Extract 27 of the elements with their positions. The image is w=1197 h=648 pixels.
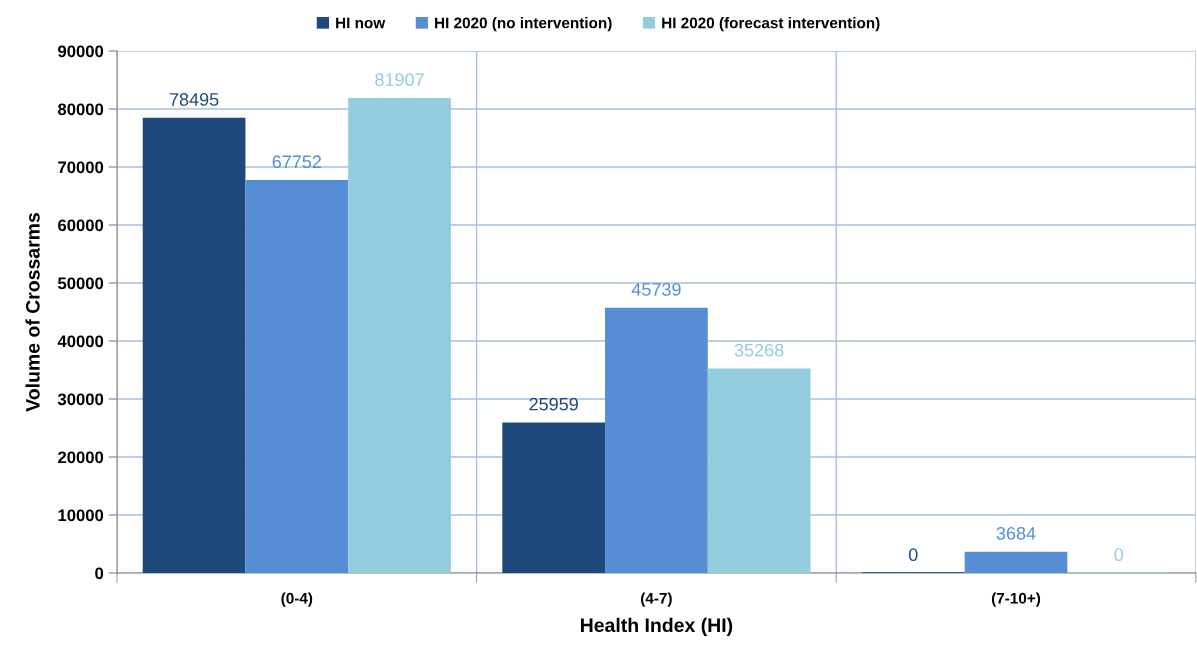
- data-label: 0: [908, 548, 918, 562]
- y-tick-label: 30000: [57, 393, 104, 406]
- data-label: 35268: [734, 343, 784, 357]
- y-tick-label: 80000: [57, 103, 104, 116]
- x-tick-label: (7-10+): [991, 592, 1041, 607]
- data-label: 67752: [272, 155, 321, 169]
- y-tick-label: 20000: [58, 451, 104, 464]
- legend-label: HI now: [336, 17, 386, 29]
- y-tick-label: 40000: [57, 335, 104, 348]
- data-label: 25959: [529, 397, 578, 411]
- y-tick-label: 50000: [57, 277, 104, 290]
- legend-label: HI 2020 (forecast intervention): [662, 17, 880, 32]
- x-tick-label: (4-7): [641, 592, 672, 607]
- y-tick-label: 90000: [58, 45, 104, 58]
- y-tick-label: 60000: [58, 219, 104, 232]
- data-label: 78495: [169, 93, 219, 106]
- data-label: 3684: [996, 526, 1036, 540]
- y-axis-title: Volume of Crossarms: [25, 213, 40, 412]
- data-label: 81907: [375, 73, 424, 87]
- data-label: 0: [1114, 548, 1124, 562]
- x-tick-label: (0-4): [281, 592, 313, 607]
- legend-label: HI 2020 (no intervention): [435, 17, 612, 32]
- y-tick-label: 10000: [58, 509, 104, 522]
- x-axis-title: Health Index (HI): [581, 617, 733, 636]
- y-tick-label: 0: [95, 567, 104, 580]
- data-label: 45739: [631, 283, 681, 296]
- y-tick-label: 70000: [58, 161, 104, 174]
